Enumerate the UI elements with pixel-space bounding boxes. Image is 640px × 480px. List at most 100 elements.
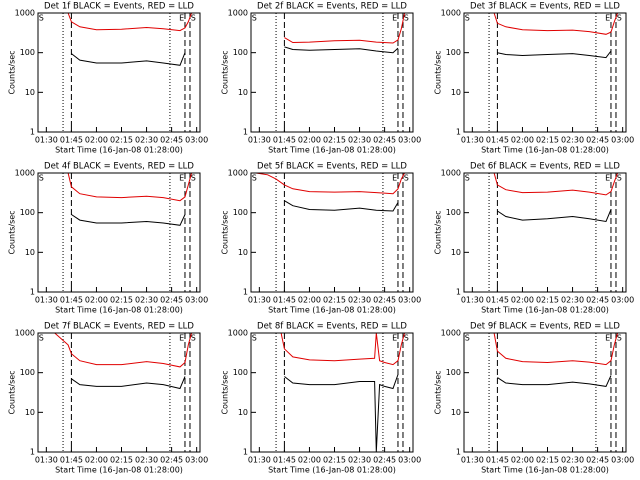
plot-frame (250, 172, 414, 293)
x-tick-label: 02:30 (561, 136, 584, 145)
annotation: S (252, 174, 257, 183)
y-tick-label: 1 (30, 288, 35, 297)
x-tick-label: 02:00 (298, 456, 321, 465)
series-line (493, 332, 619, 366)
x-tick-label: 01:45 (60, 136, 83, 145)
y-tick-label: 100 (20, 368, 35, 377)
x-tick-label: 02:30 (135, 136, 158, 145)
x-tick-label: 01:30 (248, 456, 271, 465)
y-axis-label: Counts/sec (8, 210, 17, 254)
y-tick-label: 1 (456, 448, 461, 457)
series-line (284, 200, 399, 212)
x-tick-label: 02:00 (298, 296, 321, 305)
x-tick-label: 03:00 (185, 456, 208, 465)
y-tick-label: 1000 (441, 329, 461, 338)
y-tick-label: 100 (20, 48, 35, 57)
x-tick-label: 02:30 (135, 296, 158, 305)
annotation: E (179, 174, 184, 183)
x-tick-label: 01:45 (273, 296, 296, 305)
chart-title: Det 1f BLACK = Events, RED = LLD (44, 2, 194, 12)
y-tick-label: 100 (446, 368, 461, 377)
y-tick-label: 10 (451, 88, 461, 97)
x-tick-label: 01:45 (60, 456, 83, 465)
annotation: S (39, 14, 44, 23)
series-line (280, 332, 406, 366)
plot-frame (250, 12, 414, 133)
x-tick-label: 02:45 (586, 456, 609, 465)
x-tick-label: 02:15 (323, 296, 346, 305)
x-tick-label: 02:30 (561, 296, 584, 305)
x-tick-label: 02:30 (348, 296, 371, 305)
y-axis-label: Counts/sec (221, 370, 230, 414)
x-axis-label: Start Time (16-Jan-08 01:28:00) (481, 466, 609, 475)
annotation: S (252, 334, 257, 343)
x-tick-label: 03:00 (611, 136, 634, 145)
series-line (284, 374, 399, 453)
x-axis-label: Start Time (16-Jan-08 01:28:00) (268, 466, 396, 475)
x-tick-label: 02:00 (85, 296, 108, 305)
x-tick-label: 02:30 (135, 456, 158, 465)
series-line (255, 172, 406, 195)
x-tick-label: 02:00 (511, 296, 534, 305)
series-line (71, 214, 186, 226)
chart-title: Det 8f BLACK = Events, RED = LLD (257, 322, 407, 332)
y-tick-label: 1 (456, 288, 461, 297)
y-axis-label: Counts/sec (8, 370, 17, 414)
y-tick-label: 10 (451, 408, 461, 417)
x-axis-label: Start Time (16-Jan-08 01:28:00) (481, 146, 609, 155)
y-axis-label: Counts/sec (434, 50, 443, 94)
plot-frame (463, 12, 627, 133)
y-tick-label: 1 (456, 128, 461, 137)
x-axis-label: Start Time (16-Jan-08 01:28:00) (55, 466, 183, 475)
annotation: S (191, 334, 196, 343)
x-tick-label: 01:30 (248, 296, 271, 305)
annotation: S (465, 174, 470, 183)
annotation: S (404, 174, 409, 183)
x-tick-label: 02:30 (348, 136, 371, 145)
x-tick-label: 01:30 (461, 296, 484, 305)
annotation: E (392, 14, 397, 23)
chart-title: Det 5f BLACK = Events, RED = LLD (257, 162, 407, 172)
annotation: S (617, 174, 622, 183)
x-tick-label: 03:00 (185, 136, 208, 145)
chart-title: Det 7f BLACK = Events, RED = LLD (44, 322, 194, 332)
y-axis-label: Counts/sec (434, 370, 443, 414)
x-tick-label: 01:30 (248, 136, 271, 145)
x-tick-label: 02:00 (511, 136, 534, 145)
x-tick-label: 01:45 (486, 296, 509, 305)
x-tick-label: 02:45 (373, 456, 396, 465)
y-tick-label: 10 (238, 248, 248, 257)
x-axis-label: Start Time (16-Jan-08 01:28:00) (55, 146, 183, 155)
y-axis-label: Counts/sec (434, 210, 443, 254)
annotation: S (465, 334, 470, 343)
y-tick-label: 1 (243, 448, 248, 457)
y-tick-label: 100 (233, 368, 248, 377)
x-tick-label: 02:15 (323, 456, 346, 465)
y-tick-label: 1000 (15, 9, 35, 18)
y-tick-label: 10 (25, 248, 35, 257)
annotation: E (605, 334, 610, 343)
annotation: S (617, 14, 622, 23)
series-line (497, 375, 612, 387)
x-tick-label: 02:45 (586, 136, 609, 145)
y-tick-label: 10 (25, 88, 35, 97)
x-tick-label: 01:45 (486, 136, 509, 145)
y-tick-label: 1000 (228, 329, 248, 338)
annotation: S (191, 14, 196, 23)
y-tick-label: 10 (238, 88, 248, 97)
x-tick-label: 01:45 (486, 456, 509, 465)
x-tick-label: 02:45 (373, 296, 396, 305)
series-line (493, 12, 619, 35)
x-tick-label: 02:00 (85, 456, 108, 465)
x-tick-label: 02:15 (110, 296, 133, 305)
x-tick-label: 02:45 (160, 296, 183, 305)
series-line (493, 172, 619, 196)
series-line (284, 46, 399, 54)
x-tick-label: 03:00 (398, 296, 421, 305)
annotation: S (617, 334, 622, 343)
plot-frame (37, 12, 201, 133)
annotation: E (392, 174, 397, 183)
annotation: S (252, 14, 257, 23)
y-tick-label: 1 (30, 128, 35, 137)
